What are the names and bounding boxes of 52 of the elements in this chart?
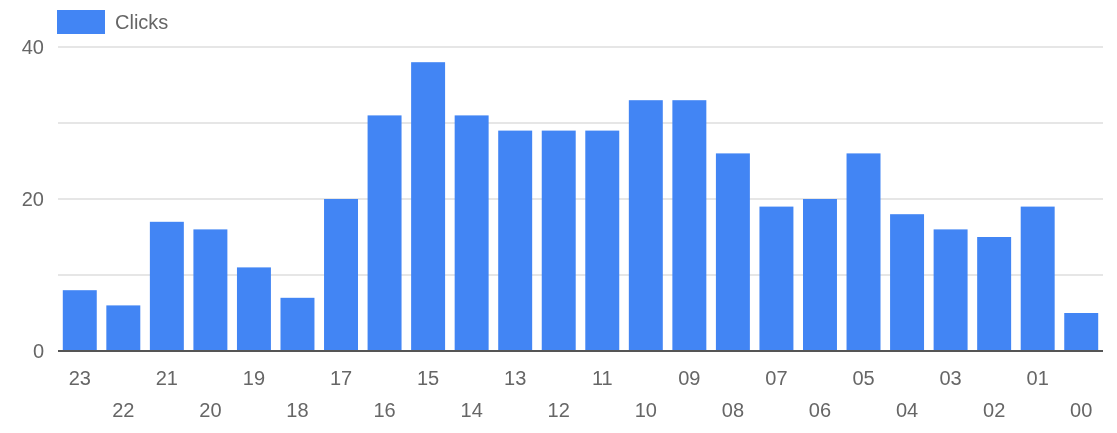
x-tick-label: 03 xyxy=(939,367,962,389)
bar xyxy=(1020,206,1055,351)
y-tick-label: 0 xyxy=(32,340,44,362)
bar xyxy=(106,305,141,351)
bar xyxy=(324,199,358,351)
x-tick-label: 18 xyxy=(286,399,309,421)
bar xyxy=(193,229,228,351)
x-tick-label: 14 xyxy=(460,399,483,421)
bar xyxy=(149,221,184,351)
x-tick-label: 22 xyxy=(112,399,135,421)
bar xyxy=(498,130,533,351)
x-tick-label: 19 xyxy=(242,367,266,389)
y-tick-label: 20 xyxy=(21,188,44,210)
bar xyxy=(454,115,489,351)
bar xyxy=(715,153,750,351)
bar xyxy=(585,130,620,351)
x-tick-label: 17 xyxy=(329,367,353,389)
x-tick-label: 21 xyxy=(155,367,178,389)
bar xyxy=(846,153,881,351)
y-tick-label: 40 xyxy=(21,36,44,58)
bar xyxy=(933,229,968,351)
bar xyxy=(977,237,1012,351)
bar xyxy=(541,130,576,351)
bar xyxy=(62,290,97,351)
x-tick-label: 23 xyxy=(68,367,91,389)
x-tick-label: 11 xyxy=(591,367,613,389)
x-tick-label: 06 xyxy=(808,399,832,421)
bar xyxy=(628,100,663,351)
bar xyxy=(1064,313,1099,351)
x-tick-label: 13 xyxy=(504,367,527,389)
bar xyxy=(803,199,837,351)
x-tick-label: 12 xyxy=(547,399,570,421)
x-tick-label: 15 xyxy=(416,367,440,389)
x-tick-label: 08 xyxy=(721,399,745,421)
bar xyxy=(367,115,402,351)
bar xyxy=(890,214,925,351)
bar xyxy=(759,206,794,351)
x-tick-label: 01 xyxy=(1026,367,1049,389)
x-tick-label: 07 xyxy=(765,367,788,389)
x-tick-label: 04 xyxy=(895,399,919,421)
x-tick-label: 02 xyxy=(983,399,1006,421)
legend-label: Clicks xyxy=(115,11,169,33)
bar xyxy=(672,100,707,351)
bar xyxy=(411,62,446,351)
x-tick-label: 10 xyxy=(634,399,657,421)
bar xyxy=(236,267,271,351)
x-tick-label: 16 xyxy=(373,399,396,421)
x-tick-label: 05 xyxy=(852,367,875,389)
x-tick-label: 09 xyxy=(678,367,701,389)
bar xyxy=(280,297,315,351)
x-tick-label: 20 xyxy=(199,399,222,421)
x-tick-label: 00 xyxy=(1070,399,1093,421)
